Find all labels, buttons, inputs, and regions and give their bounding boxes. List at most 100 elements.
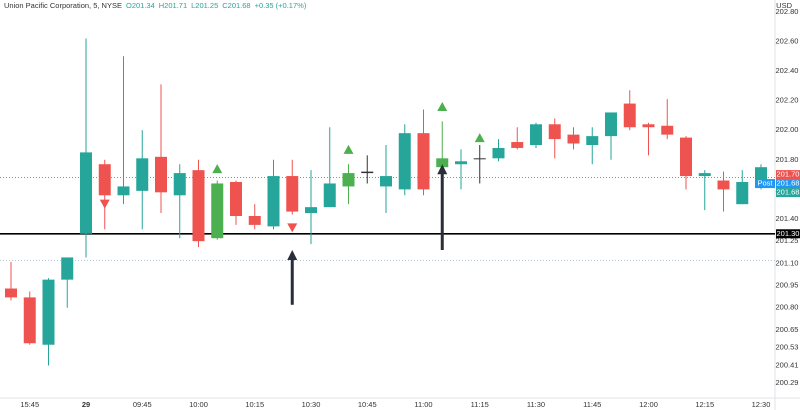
y-tick-label: 202.40 [776, 66, 799, 75]
candle-body [680, 137, 692, 177]
x-tick-label: 11:15 [471, 400, 489, 409]
candle [5, 261, 17, 301]
candle [23, 291, 36, 345]
x-tick-label: 29 [82, 400, 90, 409]
arrow-head [287, 250, 298, 261]
candle [511, 127, 524, 150]
candle [623, 90, 636, 131]
price-tag: 201.68 Post [755, 179, 800, 189]
candle-body [61, 257, 74, 280]
ohlc-value: L201.25 [191, 1, 218, 10]
candle [267, 159, 280, 230]
x-tick-label: 09:45 [133, 400, 152, 409]
candle-body [436, 158, 449, 168]
candle [586, 127, 599, 165]
x-tick-label: 10:30 [302, 400, 321, 409]
price-tag-label: 201.30 [777, 229, 800, 238]
candle [717, 171, 730, 212]
y-tick-label: 200.95 [776, 281, 799, 290]
candle [305, 170, 317, 245]
price-tag-label: 201.68 [777, 188, 800, 197]
y-tick-label: 202.60 [776, 36, 799, 45]
candle-body [42, 279, 55, 345]
candle [698, 170, 711, 211]
candle-body [5, 288, 17, 298]
y-tick-label: 202.80 [776, 7, 799, 16]
candle-body [286, 176, 299, 212]
y-tick-label: 200.41 [776, 360, 799, 369]
price-tag-box [776, 170, 800, 180]
x-tick-label: 10:00 [189, 400, 208, 409]
price-tag-box [776, 229, 800, 239]
candle [530, 122, 542, 148]
candle-body [455, 161, 467, 165]
candle [342, 164, 355, 205]
candle-body [173, 173, 186, 196]
signal-marker [99, 199, 110, 209]
candle-body [361, 171, 374, 174]
price-tag: 201.68 [776, 188, 800, 198]
price-tag-note: Post [757, 179, 773, 188]
candle [605, 112, 617, 160]
x-tick-label: 12:00 [639, 400, 658, 409]
x-tick-label: 11:00 [414, 400, 432, 409]
x-tick-label: 12:30 [752, 400, 771, 409]
candle-body [605, 112, 617, 137]
candle [642, 122, 655, 156]
candle-body [117, 186, 130, 196]
price-tag-label: 201.68 [777, 179, 800, 188]
candle-body [230, 181, 242, 217]
candle [286, 159, 299, 215]
candle-body [23, 297, 36, 344]
candle [61, 257, 74, 308]
candle [417, 109, 430, 196]
candle-body [492, 147, 505, 159]
candle [192, 159, 205, 248]
candle [473, 144, 486, 184]
candle-body [698, 173, 711, 177]
x-tick-label: 11:30 [527, 400, 545, 409]
price-tag-box [776, 188, 800, 198]
y-tick-label: 201.40 [776, 214, 799, 223]
candle [323, 127, 336, 208]
candle-body [717, 180, 730, 190]
candle-body [530, 124, 542, 145]
candle [455, 149, 467, 190]
candle-body [586, 136, 599, 145]
y-tick-label: 201.25 [776, 236, 799, 245]
ohlc-value: C201.68 [222, 1, 250, 10]
candle-body [473, 158, 486, 160]
candle-body [267, 176, 280, 227]
y-tick-label: 201.10 [776, 258, 799, 267]
candle-body [642, 124, 655, 128]
y-tick-label: 200.53 [776, 343, 799, 352]
candle [136, 130, 149, 230]
candle [736, 170, 749, 205]
signal-marker [437, 102, 448, 112]
y-tick-label: 200.80 [776, 303, 799, 312]
candle [98, 159, 111, 230]
candle [361, 155, 374, 184]
candle-body [211, 183, 224, 239]
x-tick-label: 15:45 [20, 400, 39, 409]
candle [661, 99, 674, 140]
candle-body [398, 133, 411, 190]
candle [680, 136, 692, 190]
x-tick-label: 10:15 [245, 400, 264, 409]
signal-marker [212, 164, 223, 174]
x-tick-label: 12:15 [695, 400, 714, 409]
candle-body [623, 103, 636, 128]
candle [548, 118, 561, 159]
price-tag-note-box [755, 179, 775, 189]
candle-body [155, 156, 167, 193]
candle [436, 121, 449, 172]
candle-body [136, 158, 149, 191]
candle [211, 180, 224, 240]
y-tick-label: 202.20 [776, 96, 799, 105]
price-tag-label: 201.70 [777, 170, 800, 179]
arrow-head [437, 164, 448, 175]
ohlc-value: +0.35 (+0.17%) [255, 1, 307, 10]
candle [492, 139, 505, 162]
